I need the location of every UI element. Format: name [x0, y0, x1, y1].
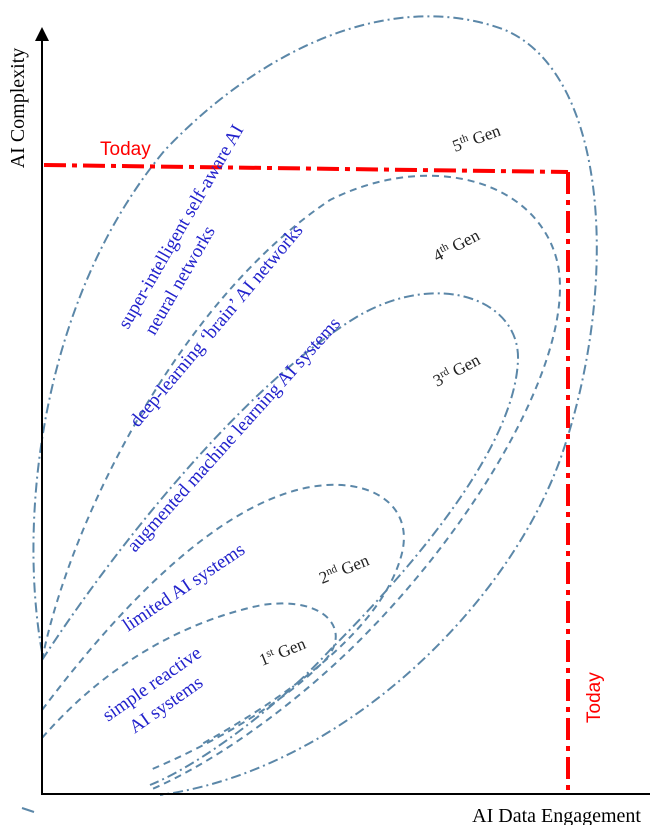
- gen-label-2: 2nd Gen: [316, 550, 372, 587]
- gen-label-3: 3rd Gen: [430, 350, 484, 391]
- gen1-description: simple reactive AI systems: [99, 640, 224, 747]
- gen-label-1: 1st Gen: [256, 634, 308, 670]
- today-label-horizontal: Today: [100, 139, 151, 160]
- x-axis-title: AI Data Engagement: [472, 805, 641, 825]
- gen3-description: augmented machine learning AI systems: [123, 313, 345, 556]
- gen5-ellipse: [32, 15, 598, 796]
- today-horizontal-line: [43, 163, 569, 174]
- gen1-ellipse: [41, 602, 337, 771]
- gen3-ellipse: [41, 292, 520, 786]
- gen-label-4: 4th Gen: [430, 225, 483, 265]
- gen-label-5: 5th Gen: [450, 121, 504, 156]
- gen4-ellipse: [41, 174, 561, 791]
- y-axis-title: AI Complexity: [7, 48, 29, 169]
- today-label-vertical: Today: [584, 672, 605, 723]
- bottom-tick-mark: [21, 807, 35, 813]
- gen2-ellipse: [41, 483, 405, 746]
